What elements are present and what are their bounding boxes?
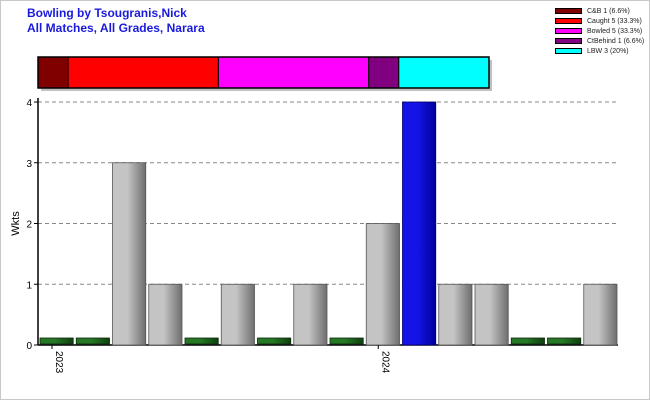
stack-bar-border — [37, 56, 490, 89]
bar — [402, 101, 437, 346]
legend-item-cb: C&B 1 (6.6%) — [555, 6, 644, 16]
legend-label-lbw: LBW 3 (20%) — [587, 47, 629, 55]
legend-swatch-caught — [555, 18, 582, 24]
legend: C&B 1 (6.6%) Caught 5 (33.3%) Bowled 5 (… — [555, 6, 644, 56]
legend-item-ctbehind: CtBehind 1 (6.6%) — [555, 36, 644, 46]
bar-zero — [39, 337, 74, 345]
legend-swatch-lbw — [555, 48, 582, 54]
bar — [220, 283, 255, 346]
bar — [365, 223, 400, 346]
legend-label-cb: C&B 1 (6.6%) — [587, 7, 630, 15]
chart-title: Bowling by Tsougranis,Nick — [27, 6, 187, 20]
stack-segment-bowled — [217, 56, 370, 89]
legend-label-bowled: Bowled 5 (33.3%) — [587, 27, 643, 35]
bar — [438, 283, 473, 346]
chart-subtitle: All Matches, All Grades, Narara — [27, 21, 205, 35]
legend-label-ctbehind: CtBehind 1 (6.6%) — [587, 37, 645, 45]
bar-zero — [184, 337, 219, 345]
legend-item-bowled: Bowled 5 (33.3%) — [555, 26, 644, 36]
stack-segment-lbw — [398, 56, 490, 89]
bar-zero — [510, 337, 545, 345]
stack-segment-caught — [67, 56, 219, 89]
y-tick-label: 1 — [26, 280, 32, 291]
legend-item-lbw: LBW 3 (20%) — [555, 46, 644, 56]
bar — [112, 162, 147, 346]
legend-item-caught: Caught 5 (33.3%) — [555, 16, 644, 26]
x-tick-label: 2024 — [379, 351, 390, 374]
legend-swatch-bowled — [555, 28, 582, 34]
stack-segment-cb — [37, 56, 69, 89]
bar-zero — [75, 337, 110, 345]
bar — [583, 283, 618, 346]
bar-zero — [547, 337, 582, 345]
legend-swatch-ctbehind — [555, 38, 582, 44]
x-tick-label: 2023 — [53, 351, 64, 374]
stack-segment-ctbehind — [368, 56, 400, 89]
bar — [293, 283, 328, 346]
bar-zero — [257, 337, 292, 345]
y-tick-label: 2 — [26, 220, 32, 231]
y-tick-label: 0 — [26, 341, 32, 352]
bar — [148, 283, 183, 346]
y-tick-label: 4 — [26, 98, 32, 109]
legend-label-caught: Caught 5 (33.3%) — [587, 17, 642, 25]
legend-swatch-cb — [555, 8, 582, 14]
bar — [474, 283, 509, 346]
bar-zero — [329, 337, 364, 345]
y-axis-label: Wkts — [10, 211, 22, 236]
y-tick-label: 3 — [26, 159, 32, 170]
